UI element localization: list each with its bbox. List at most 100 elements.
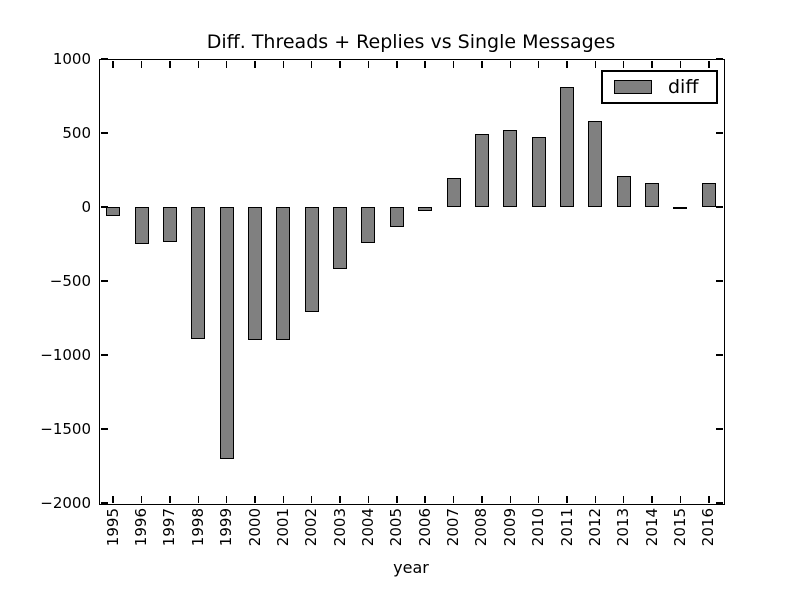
x-tick-2007: [452, 60, 455, 68]
x-tick-bottom-2000: [254, 496, 256, 503]
x-tick-2011: [566, 60, 568, 68]
x-tick-bottom-2013: [622, 496, 625, 503]
x-tick-2000: [254, 60, 256, 68]
x-tick-label-1998: 1998: [188, 508, 207, 547]
y-tick-500: [100, 132, 108, 134]
x-tick-bottom-2016: [708, 496, 710, 503]
x-tick-label-2016: 2016: [699, 508, 718, 547]
x-tick-label-2007: 2007: [444, 508, 463, 547]
y-tick-label--2000: −2000: [40, 494, 91, 512]
y-tick-label-1000: 1000: [52, 50, 91, 68]
bar-1995: [106, 207, 121, 216]
bar-2007: [446, 178, 461, 207]
x-tick-label-2000: 2000: [245, 508, 264, 547]
x-tick-bottom-1996: [140, 496, 143, 503]
bar-1999: [219, 207, 234, 459]
y-tick--1000: [100, 354, 108, 356]
x-tick-bottom-2003: [339, 496, 341, 503]
bar-2001: [276, 207, 291, 341]
x-tick-2009: [509, 60, 512, 68]
x-tick-bottom-2007: [452, 496, 455, 503]
x-tick-1996: [140, 60, 143, 68]
x-tick-2015: [679, 60, 682, 68]
bar-1996: [134, 207, 149, 244]
bar-2006: [418, 207, 433, 212]
y-tick-label-500: 500: [62, 124, 91, 142]
y-tick-right-0: [716, 206, 723, 208]
chart-title: Diff. Threads + Replies vs Single Messag…: [206, 31, 616, 53]
x-tick-bottom-2014: [651, 496, 653, 503]
x-tick-label-2003: 2003: [330, 508, 349, 547]
x-tick-2002: [310, 60, 313, 68]
y-tick-right--1000: [716, 354, 723, 356]
y-tick-right--500: [716, 280, 723, 282]
x-tick-1998: [197, 60, 200, 68]
x-tick-label-1997: 1997: [160, 508, 179, 547]
x-tick-label-2013: 2013: [614, 508, 633, 547]
x-tick-bottom-2012: [594, 496, 597, 503]
bar-2015: [673, 207, 688, 209]
y-tick--500: [100, 280, 108, 282]
y-tick-right--2000: [716, 502, 723, 504]
bar-2012: [588, 121, 603, 207]
bar-1997: [162, 207, 177, 242]
x-tick-bottom-1998: [197, 496, 200, 503]
y-tick-label--1000: −1000: [40, 346, 91, 364]
x-tick-label-2015: 2015: [670, 508, 689, 547]
x-tick-label-2004: 2004: [358, 508, 377, 547]
x-tick-bottom-2015: [679, 496, 682, 503]
bar-2016: [701, 183, 716, 207]
x-tick-bottom-2004: [367, 496, 370, 503]
bar-2011: [560, 87, 574, 207]
bar-2005: [389, 207, 404, 227]
x-tick-label-2001: 2001: [273, 508, 292, 547]
bar-2013: [616, 175, 631, 207]
x-tick-label-2009: 2009: [500, 508, 519, 547]
legend: diff: [601, 70, 718, 104]
bar-1998: [191, 207, 206, 339]
x-tick-bottom-1995: [112, 496, 114, 503]
x-tick-2010: [537, 60, 540, 68]
x-tick-2001: [282, 60, 285, 68]
x-tick-bottom-2006: [424, 496, 426, 503]
x-tick-1999: [225, 60, 228, 68]
x-tick-label-2002: 2002: [302, 508, 321, 547]
bar-2014: [645, 183, 660, 207]
x-tick-bottom-2009: [509, 496, 512, 503]
y-tick-1000: [100, 58, 108, 60]
x-tick-bottom-1997: [169, 496, 171, 503]
x-tick-bottom-2002: [310, 496, 313, 503]
bar-2002: [304, 207, 319, 313]
x-tick-2004: [367, 60, 370, 68]
x-tick-label-2008: 2008: [472, 508, 491, 547]
y-tick-label--1500: −1500: [40, 420, 91, 438]
x-tick-2016: [708, 60, 710, 68]
legend-swatch-diff: [614, 80, 652, 94]
x-tick-bottom-2005: [396, 496, 398, 503]
y-tick--1500: [100, 428, 108, 430]
x-tick-bottom-2011: [566, 496, 568, 503]
y-tick-label-0: 0: [81, 198, 91, 216]
y-tick-right--1500: [716, 428, 723, 430]
x-tick-label-1995: 1995: [103, 508, 122, 547]
x-tick-2013: [622, 60, 625, 68]
x-tick-bottom-2008: [481, 496, 483, 503]
x-tick-2003: [339, 60, 341, 68]
x-tick-bottom-2010: [537, 496, 540, 503]
x-tick-label-1999: 1999: [217, 508, 236, 547]
y-tick--2000: [100, 502, 108, 504]
y-tick-label--500: −500: [49, 272, 91, 290]
x-tick-bottom-2001: [282, 496, 285, 503]
bar-2010: [531, 136, 546, 207]
bar-2004: [361, 207, 376, 243]
x-axis-label: year: [393, 558, 429, 577]
x-tick-1995: [112, 60, 114, 68]
x-tick-label-2014: 2014: [642, 508, 661, 547]
x-tick-1997: [169, 60, 171, 68]
x-tick-label-2005: 2005: [387, 508, 406, 547]
x-tick-label-1996: 1996: [132, 508, 151, 547]
x-tick-2014: [651, 60, 653, 68]
x-tick-2008: [481, 60, 483, 68]
x-tick-2005: [396, 60, 398, 68]
